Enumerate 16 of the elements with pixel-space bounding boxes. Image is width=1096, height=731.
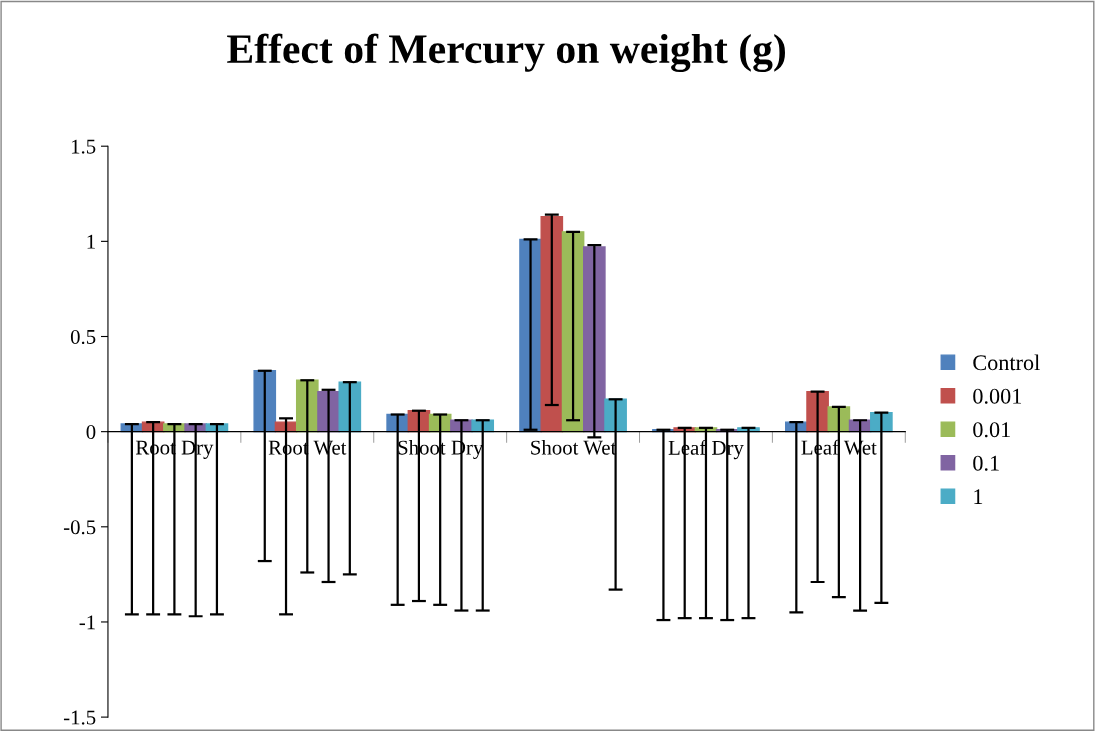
y-tick-label: 1.5 bbox=[71, 139, 96, 154]
x-tick-label: Shoot Wet bbox=[531, 439, 617, 455]
legend-label: 0.001 bbox=[973, 388, 1022, 404]
chart-title: Effect of Mercury on weight (g) bbox=[227, 33, 785, 73]
y-tick-label: 0.5 bbox=[70, 329, 96, 345]
legend-label: Control bbox=[973, 354, 1040, 371]
y-tick-label: -0.5 bbox=[63, 520, 96, 535]
legend-label: 0.1 bbox=[973, 455, 999, 471]
legend-label: 1 bbox=[974, 489, 983, 504]
bar bbox=[540, 215, 564, 433]
y-tick-label: -1 bbox=[79, 615, 95, 630]
bar bbox=[583, 246, 606, 433]
y-tick-label: 0 bbox=[86, 425, 96, 440]
y-tick-label: 1 bbox=[87, 234, 95, 249]
y-tick-label: -1.5 bbox=[63, 710, 96, 725]
legend-label: 0.01 bbox=[973, 422, 1010, 438]
